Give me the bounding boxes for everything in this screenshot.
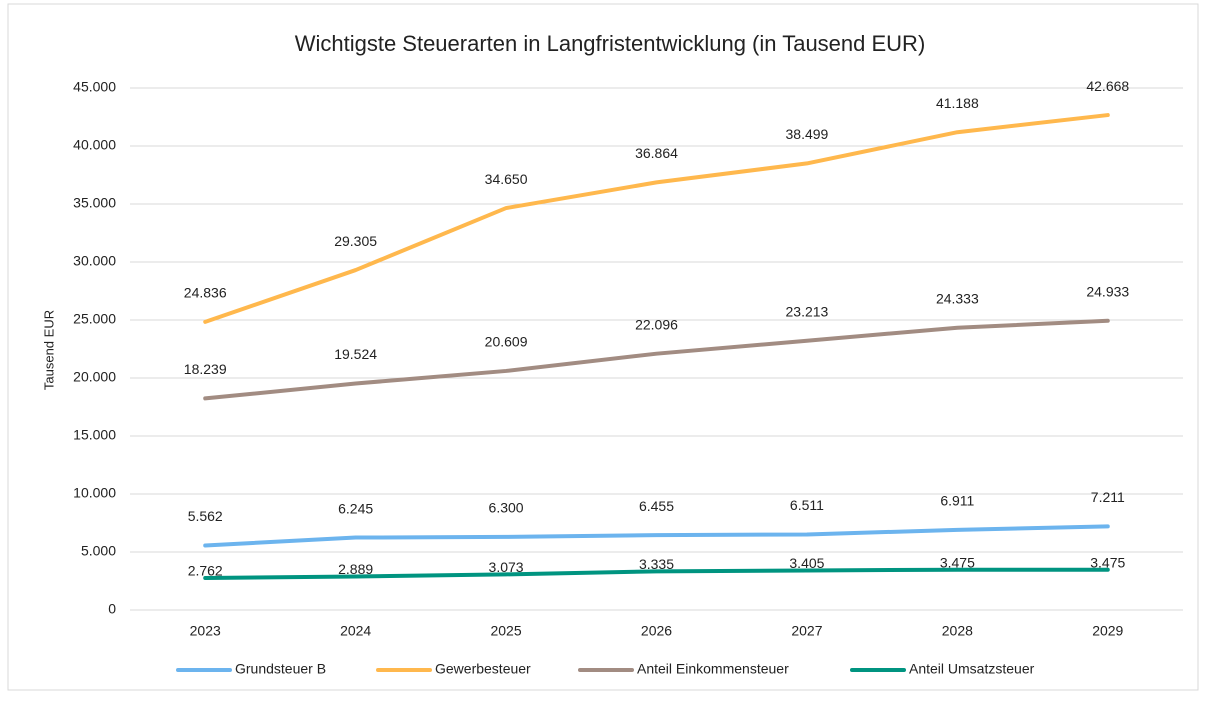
- data-label: 24.836: [184, 285, 227, 301]
- legend-label: Anteil Einkommensteuer: [637, 661, 789, 677]
- y-tick-label: 5.000: [81, 543, 116, 559]
- y-axis-label: Tausend EUR: [41, 310, 56, 390]
- data-label: 3.475: [1090, 554, 1125, 570]
- legend-label: Gewerbesteuer: [435, 661, 531, 677]
- series-line: [203, 567, 1110, 580]
- y-tick-label: 45.000: [73, 79, 116, 95]
- data-label: 38.499: [786, 126, 829, 142]
- data-label: 2.762: [188, 563, 223, 579]
- x-tick-label: 2023: [190, 623, 221, 639]
- data-label: 3.405: [789, 555, 824, 571]
- x-tick-label: 2024: [340, 623, 371, 639]
- y-tick-label: 15.000: [73, 427, 116, 443]
- x-tick-label: 2026: [641, 623, 672, 639]
- data-label: 6.300: [489, 500, 524, 516]
- data-label: 36.864: [635, 145, 678, 161]
- data-label: 6.911: [940, 493, 974, 509]
- data-label: 6.245: [338, 500, 373, 516]
- x-tick-label: 2025: [490, 623, 521, 639]
- data-label: 20.609: [485, 334, 528, 350]
- data-label: 24.933: [1086, 283, 1129, 299]
- series-line: [203, 524, 1110, 548]
- data-label: 24.333: [936, 290, 979, 306]
- data-label: 19.524: [334, 346, 377, 362]
- series-line: [203, 113, 1110, 324]
- data-label: 23.213: [786, 303, 829, 319]
- data-label: 2.889: [338, 561, 373, 577]
- data-label: 22.096: [635, 316, 678, 332]
- y-tick-label: 0: [108, 601, 116, 617]
- legend-label: Anteil Umsatzsteuer: [909, 661, 1035, 677]
- data-label: 3.073: [489, 559, 524, 575]
- y-tick-label: 25.000: [73, 311, 116, 327]
- chart-frame: [7, 3, 1199, 691]
- data-label: 41.188: [936, 95, 979, 111]
- series-line: [203, 318, 1110, 401]
- x-tick-label: 2029: [1092, 623, 1123, 639]
- data-label: 29.305: [334, 233, 377, 249]
- data-label: 7.211: [1091, 489, 1125, 505]
- y-tick-label: 40.000: [73, 137, 116, 153]
- y-tick-label: 10.000: [73, 485, 116, 501]
- data-label: 6.511: [790, 497, 824, 513]
- x-tick-label: 2028: [942, 623, 973, 639]
- data-label: 34.650: [485, 171, 528, 187]
- data-label: 5.562: [188, 508, 223, 524]
- data-label: 3.475: [940, 554, 975, 570]
- data-label: 42.668: [1086, 78, 1129, 94]
- y-tick-label: 35.000: [73, 195, 116, 211]
- y-tick-label: 20.000: [73, 369, 116, 385]
- chart-title: Wichtigste Steuerarten in Langfristentwi…: [295, 31, 926, 56]
- x-tick-label: 2027: [791, 623, 822, 639]
- legend-label: Grundsteuer B: [235, 661, 326, 677]
- data-label: 3.335: [639, 556, 674, 572]
- data-label: 18.239: [184, 361, 227, 377]
- y-tick-label: 30.000: [73, 253, 116, 269]
- data-label: 6.455: [639, 498, 674, 514]
